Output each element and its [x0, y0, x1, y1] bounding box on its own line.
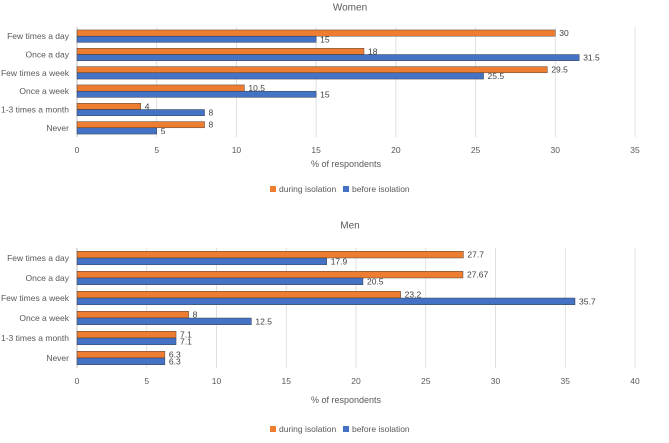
bar-before-isolation [76, 35, 317, 43]
bar-during-isolation [76, 250, 464, 259]
x-tick-label: 5 [154, 145, 159, 155]
x-tick-label: 25 [421, 376, 431, 386]
bar-during-isolation [76, 311, 189, 319]
data-label: 12.5 [255, 316, 272, 326]
x-tick-label: 15 [282, 376, 292, 386]
x-tick-label: 30 [491, 376, 501, 386]
data-label: 29.5 [551, 65, 568, 75]
legend-label-during: during isolation [279, 424, 336, 434]
legend-swatch-during [270, 186, 276, 192]
data-label: 8 [209, 120, 214, 130]
category-label: Few times a week [1, 68, 70, 78]
bar-during-isolation [76, 331, 177, 339]
legend-label-before: before isolation [352, 184, 410, 194]
category-label: 1-3 times a month [1, 333, 69, 343]
bar-before-isolation [76, 90, 317, 98]
chart-title: Women [333, 3, 367, 14]
bar-during-isolation [76, 291, 401, 299]
x-tick-label: 0 [75, 376, 80, 386]
data-label: 8 [209, 108, 214, 118]
x-axis-label: % of respondents [311, 395, 382, 405]
bar-before-isolation [76, 72, 484, 80]
data-label: 20.5 [367, 276, 384, 286]
category-label: Once a day [26, 50, 70, 60]
data-label: 15 [320, 34, 330, 44]
bar-during-isolation [76, 48, 365, 55]
bar-before-isolation [76, 277, 364, 286]
x-tick-label: 20 [391, 145, 401, 155]
data-label: 27.67 [467, 270, 489, 280]
data-label: 6.3 [169, 356, 181, 366]
bar-before-isolation [76, 317, 252, 326]
chart-women: Women 0 5 10 15 20 25 30 35 Few times a day 30 15 On… [1, 3, 640, 194]
data-label: 10.5 [248, 83, 265, 93]
category-label: Once a week [19, 86, 69, 96]
x-tick-label: 0 [75, 145, 80, 155]
bar-before-isolation [76, 257, 327, 266]
x-tick-label: 35 [561, 376, 571, 386]
bar-during-isolation [76, 351, 166, 359]
category-label: Never [46, 123, 69, 133]
bar-during-isolation [76, 121, 205, 129]
bar-before-isolation [76, 127, 157, 135]
data-label: 6.3 [169, 350, 181, 360]
legend-swatch-before [343, 186, 349, 192]
data-label: 30 [559, 28, 569, 38]
x-axis-label: % of respondents [311, 159, 382, 169]
legend-label-before: before isolation [352, 424, 410, 434]
legend-swatch-before [343, 426, 349, 432]
category-label: Never [46, 353, 69, 363]
category-label: Once a day [26, 273, 70, 283]
legend: during isolation before isolation [270, 424, 410, 434]
bar-during-isolation [76, 84, 245, 92]
x-tick-label: 20 [351, 376, 361, 386]
data-label: 25.5 [488, 71, 505, 81]
data-label: 18 [368, 46, 378, 56]
data-label: 4 [145, 101, 150, 111]
data-label: 31.5 [583, 53, 600, 63]
x-tick-label: 10 [212, 376, 222, 386]
x-tick-label: 15 [311, 145, 321, 155]
x-tick-label: 35 [630, 145, 640, 155]
bar-before-isolation [76, 357, 166, 366]
legend: during isolation before isolation [270, 184, 410, 194]
legend-label-during: during isolation [279, 184, 336, 194]
data-label: 8 [193, 310, 198, 320]
data-label: 7.1 [180, 330, 192, 340]
bar-before-isolation [76, 109, 205, 116]
bar-before-isolation [76, 54, 580, 61]
bar-during-isolation [76, 29, 556, 37]
bar-during-isolation [76, 271, 464, 279]
bar-before-isolation [76, 337, 177, 346]
category-label: 1-3 times a month [1, 105, 69, 115]
x-tick-label: 5 [144, 376, 149, 386]
data-label: 17.9 [331, 256, 348, 266]
data-label: 5 [161, 126, 166, 136]
chart-men: Men 0 5 10 15 20 25 30 35 40 Few times a day 27.7 17… [1, 221, 640, 434]
category-label: Few times a week [1, 293, 70, 303]
x-tick-label: 10 [232, 145, 242, 155]
x-tick-label: 25 [471, 145, 481, 155]
legend-swatch-during [270, 426, 276, 432]
category-label: Few times a day [7, 31, 70, 41]
x-tick-label: 40 [630, 376, 640, 386]
data-label: 15 [320, 89, 330, 99]
bar-during-isolation [76, 66, 548, 74]
data-label: 35.7 [579, 296, 596, 306]
data-label: 27.7 [467, 250, 484, 260]
data-label: 7.1 [180, 336, 192, 346]
bar-during-isolation [76, 103, 141, 110]
chart-title: Men [340, 221, 359, 232]
x-tick-label: 30 [551, 145, 561, 155]
category-label: Few times a day [7, 253, 70, 263]
category-label: Once a week [19, 313, 69, 323]
data-label: 23.2 [405, 290, 422, 300]
bar-before-isolation [76, 297, 576, 306]
